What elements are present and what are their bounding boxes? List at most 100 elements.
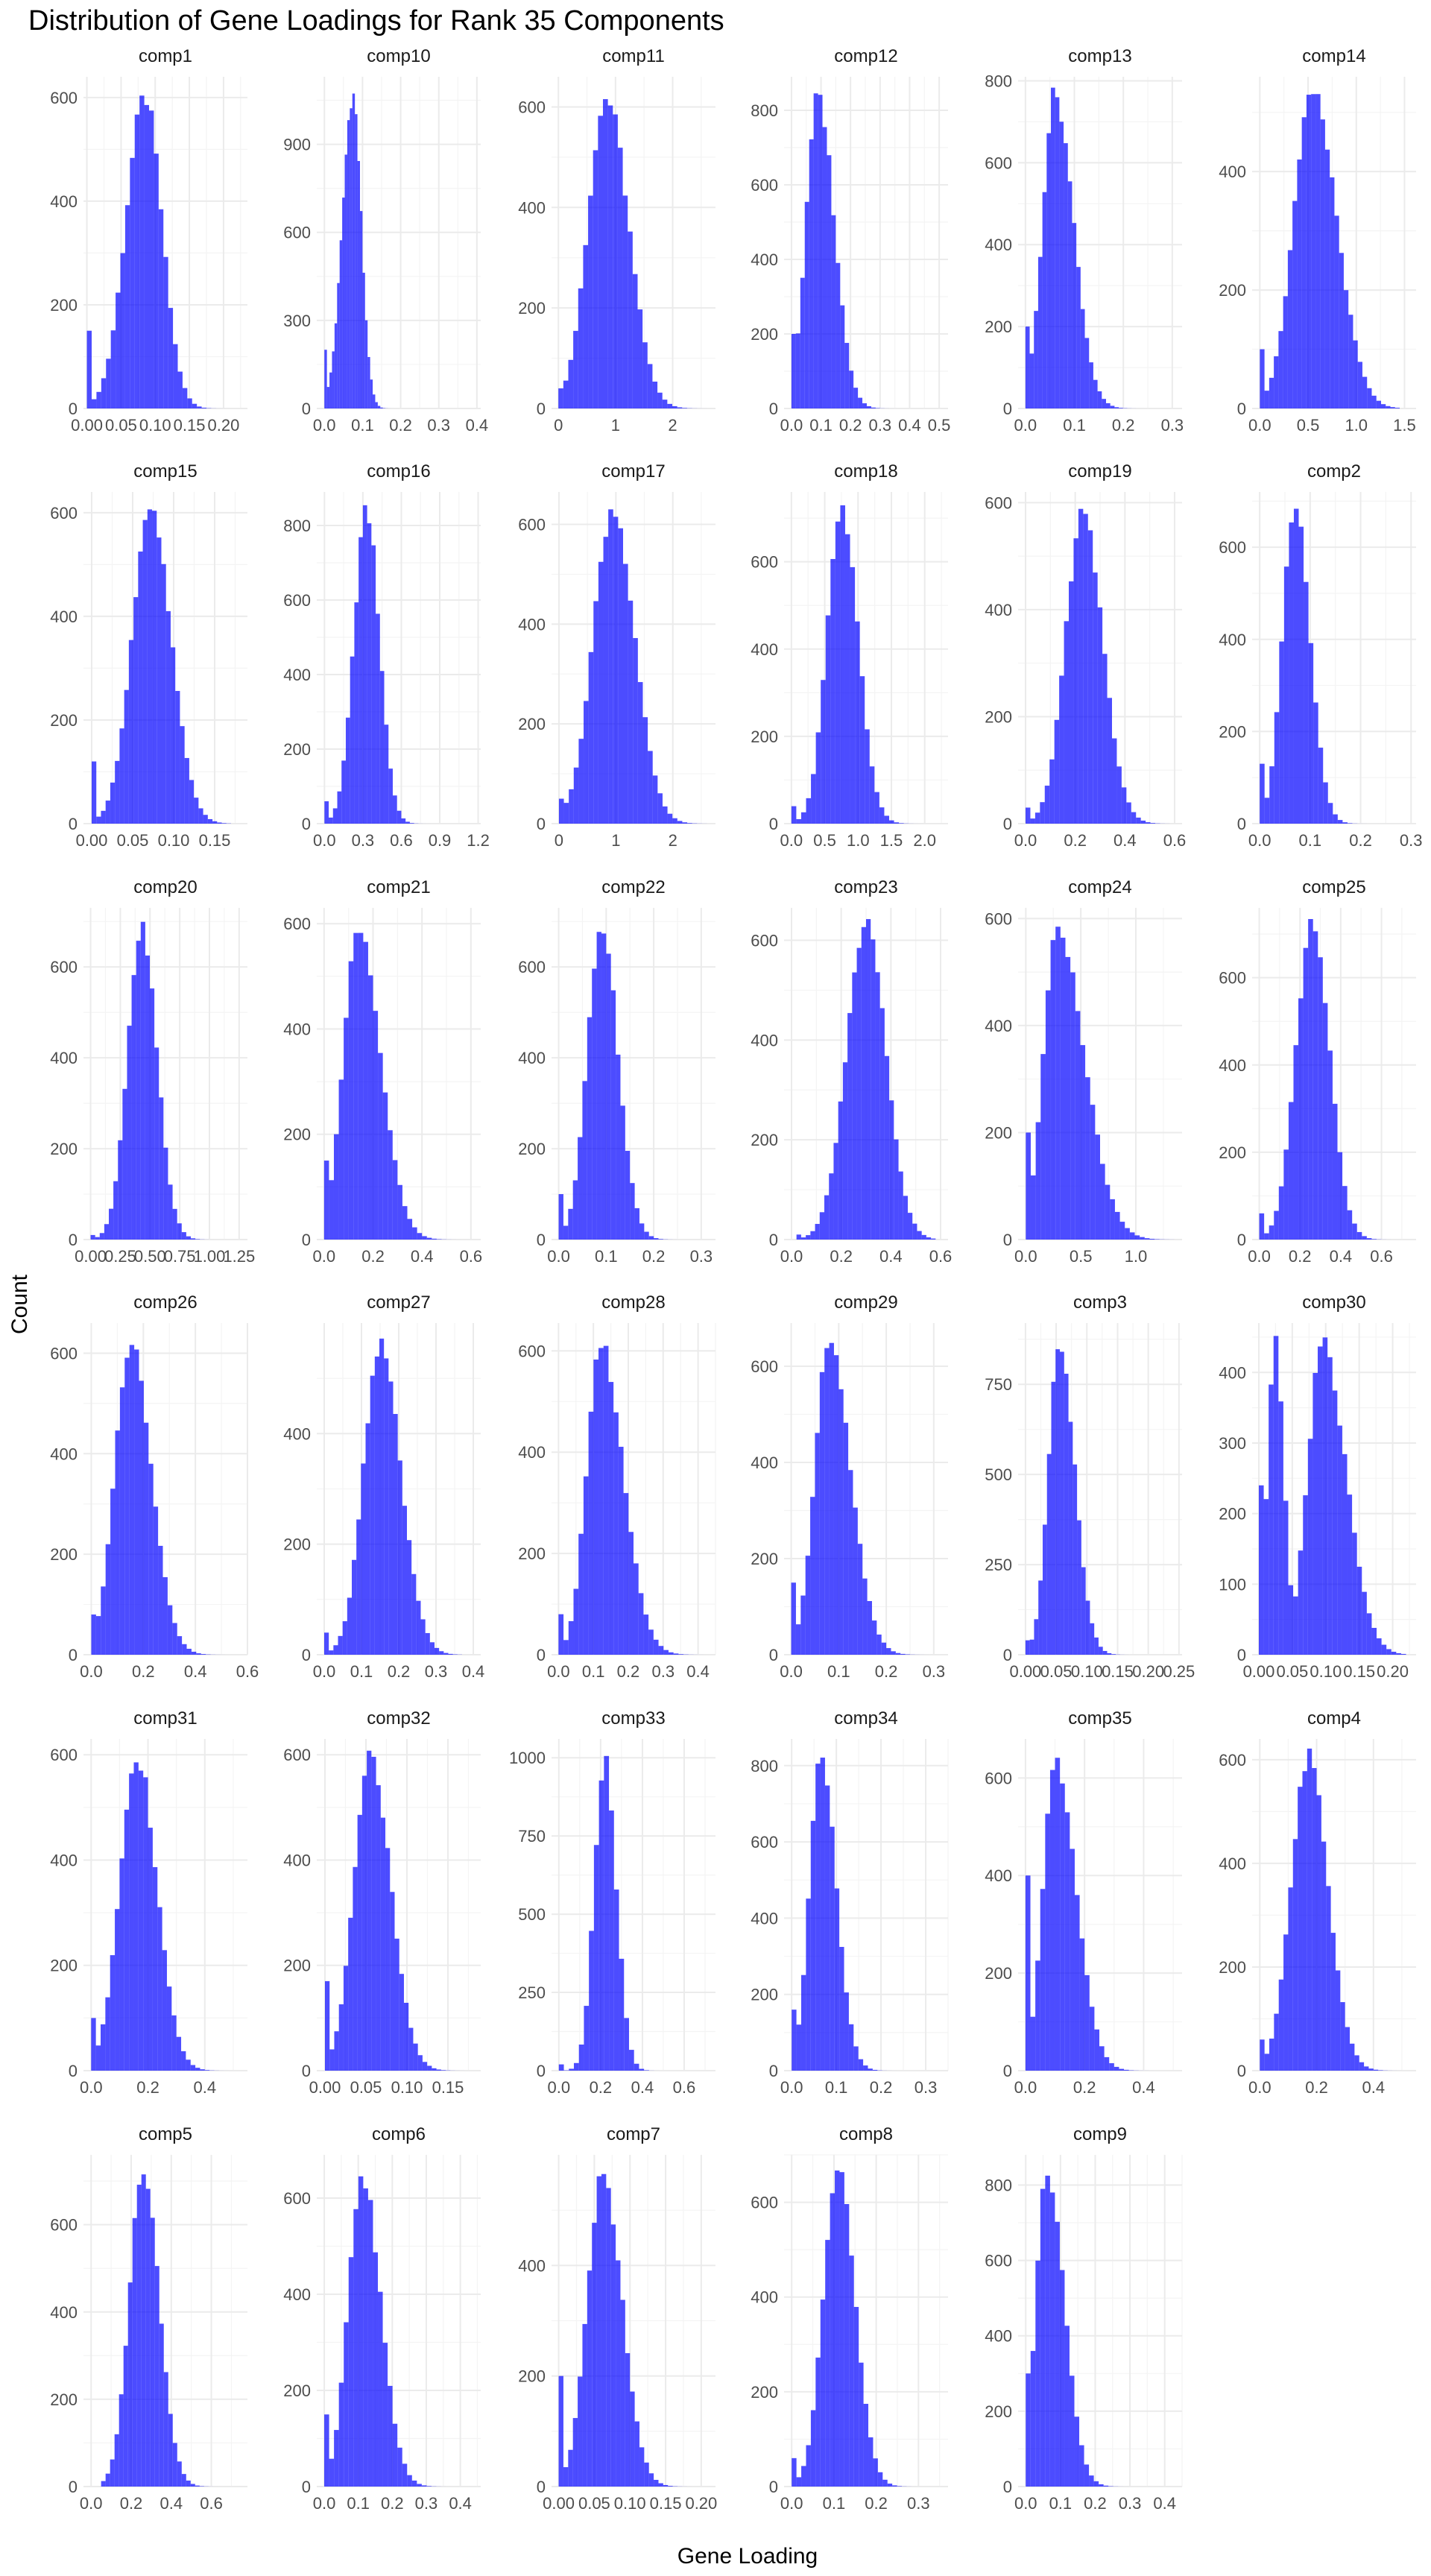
histogram-bar bbox=[1150, 823, 1155, 824]
y-tick-label: 600 bbox=[518, 515, 546, 534]
histogram-bar bbox=[931, 1238, 936, 1240]
histogram-bar bbox=[364, 320, 368, 408]
facet-label: comp5 bbox=[139, 2124, 192, 2144]
histogram-bar bbox=[573, 1588, 579, 1655]
x-tick-label: 0.0 bbox=[780, 416, 803, 435]
facet-label: comp18 bbox=[834, 461, 897, 482]
histogram-bar bbox=[1154, 1239, 1160, 1240]
histogram-bar bbox=[115, 1430, 120, 1655]
x-tick-label: 0.10 bbox=[1071, 1662, 1103, 1681]
x-tick-label: 0.1 bbox=[595, 1247, 618, 1266]
histogram-bar bbox=[167, 1605, 173, 1655]
histogram-bar bbox=[190, 2065, 196, 2071]
histogram-bar bbox=[849, 2255, 854, 2487]
histogram-bar bbox=[648, 1629, 654, 1655]
x-tick-label: 0.0 bbox=[780, 831, 803, 850]
x-tick-label: 0.00 bbox=[76, 831, 108, 850]
histogram-bar bbox=[409, 823, 414, 824]
histogram-bar bbox=[825, 2240, 830, 2487]
histogram-bar bbox=[835, 521, 841, 824]
x-tick-label: 0.0 bbox=[780, 2078, 803, 2097]
histogram-bar bbox=[853, 1507, 858, 1655]
histogram-bar bbox=[589, 1931, 594, 2071]
y-tick-label: 300 bbox=[1219, 1434, 1246, 1453]
histogram-bar bbox=[1084, 2464, 1090, 2487]
histogram-bar bbox=[1264, 2053, 1270, 2071]
histogram-bar bbox=[195, 2068, 200, 2071]
histogram-bar bbox=[324, 801, 329, 824]
histogram-bar bbox=[1356, 1566, 1362, 1655]
facet-panel-comp29: comp29 0 200 400 600 0.0 0.1 0.2 0.3 bbox=[751, 1292, 948, 1681]
histogram-bar bbox=[815, 1224, 820, 1240]
x-tick-label: 0.15 bbox=[1343, 1662, 1375, 1681]
histogram-bar bbox=[1080, 1045, 1086, 1240]
histogram-bar bbox=[365, 1423, 370, 1655]
histogram-bar bbox=[1114, 407, 1119, 408]
histogram-bar bbox=[1025, 1875, 1031, 2071]
x-tick-label: 0.0 bbox=[1248, 2078, 1272, 2097]
histogram-bar bbox=[1339, 253, 1344, 408]
histogram-bar bbox=[1125, 1228, 1130, 1240]
histogram-bar bbox=[1045, 990, 1051, 1240]
histogram-bar bbox=[359, 211, 363, 408]
histogram-bar bbox=[402, 1506, 407, 1655]
histogram-bar bbox=[850, 566, 856, 824]
histogram-bar bbox=[124, 205, 130, 408]
histogram-bar bbox=[604, 1755, 610, 2071]
histogram-bar bbox=[824, 1195, 830, 1240]
y-tick-label: 400 bbox=[1219, 1363, 1246, 1382]
histogram-bar bbox=[634, 2063, 639, 2071]
y-tick-label: 400 bbox=[283, 666, 311, 684]
histogram-bar bbox=[194, 798, 199, 824]
histogram-bar bbox=[1102, 1650, 1108, 1655]
histogram-bar bbox=[407, 1219, 413, 1240]
histogram-bar bbox=[200, 1654, 206, 1655]
histogram-bar bbox=[162, 1576, 168, 1655]
x-tick-label: 0.10 bbox=[139, 416, 171, 435]
histogram-bar bbox=[1352, 1223, 1357, 1240]
histogram-bar bbox=[388, 1130, 393, 1240]
y-tick-label: 400 bbox=[283, 1851, 311, 1869]
histogram-bar bbox=[1040, 1889, 1046, 2071]
x-tick-label: 1.25 bbox=[223, 1247, 255, 1266]
histogram-bar bbox=[143, 1422, 149, 1655]
histogram-bar bbox=[329, 1180, 334, 1240]
histogram-bar bbox=[352, 93, 356, 409]
histogram-bar bbox=[1070, 972, 1075, 1240]
y-tick-label: 0 bbox=[1003, 2478, 1012, 2496]
histogram-bar bbox=[1131, 812, 1137, 824]
histogram-bar bbox=[813, 93, 818, 409]
histogram-bar bbox=[119, 2394, 124, 2487]
histogram-bar bbox=[96, 391, 101, 408]
x-tick-label: 0.1 bbox=[823, 2494, 846, 2513]
histogram-bar bbox=[1347, 823, 1353, 824]
histogram-bar bbox=[388, 768, 393, 824]
x-tick-label: 0.0 bbox=[313, 831, 336, 850]
x-tick-label: 0.1 bbox=[1299, 831, 1322, 850]
x-tick-label: 0.0 bbox=[80, 1662, 103, 1681]
histogram-bar bbox=[1258, 1485, 1264, 1655]
histogram-bar bbox=[1298, 998, 1304, 1240]
y-tick-label: 600 bbox=[1219, 969, 1246, 988]
histogram-bar bbox=[362, 505, 367, 824]
x-tick-label: 0.15 bbox=[199, 831, 231, 850]
y-tick-label: 0 bbox=[1237, 1231, 1246, 1249]
x-tick-label: 0.2 bbox=[1289, 1247, 1312, 1266]
histogram-bar bbox=[1038, 1580, 1043, 1655]
histogram-bar bbox=[903, 1196, 908, 1240]
y-tick-label: 200 bbox=[283, 1126, 311, 1144]
histogram-bar bbox=[1362, 376, 1368, 408]
histogram-bar bbox=[96, 816, 101, 824]
y-tick-label: 0 bbox=[302, 815, 311, 833]
histogram-bar bbox=[1327, 1357, 1333, 1655]
histogram-bar bbox=[114, 2434, 119, 2487]
x-tick-label: 0.2 bbox=[361, 1247, 385, 1266]
histogram-bar bbox=[1069, 2375, 1075, 2487]
histogram-bar bbox=[1081, 1567, 1086, 1655]
histogram-bar bbox=[348, 1917, 353, 2071]
histogram-bar bbox=[324, 350, 327, 408]
histogram-bar bbox=[1342, 1186, 1348, 1240]
histogram-bar bbox=[1035, 1960, 1040, 2071]
histogram-bar bbox=[1064, 1812, 1070, 2071]
histogram-bar bbox=[1102, 654, 1108, 824]
